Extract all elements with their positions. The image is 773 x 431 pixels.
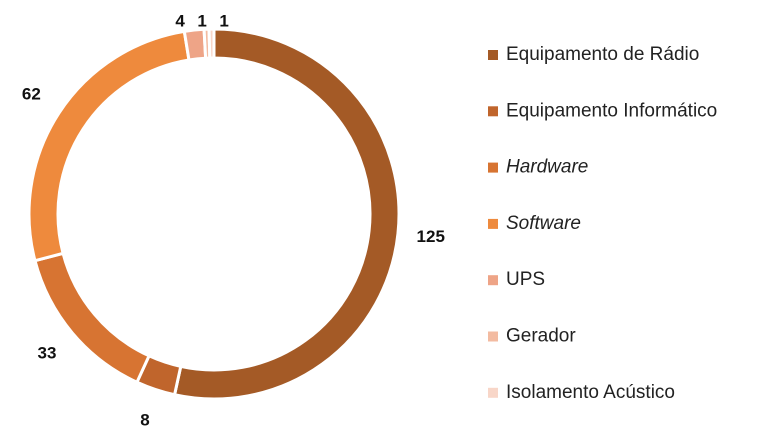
data-label: 4 bbox=[175, 11, 185, 30]
legend-label: Equipamento Informático bbox=[506, 100, 717, 121]
donut-slice bbox=[27, 29, 191, 263]
legend-label: Isolamento Acústico bbox=[506, 382, 675, 403]
legend-swatch bbox=[488, 387, 498, 398]
donut-slice bbox=[207, 27, 216, 60]
legend-swatch bbox=[488, 218, 498, 229]
legend-label: UPS bbox=[506, 269, 545, 290]
legend-label: Equipamento de Rádio bbox=[506, 44, 699, 65]
donut-slice bbox=[182, 27, 208, 62]
legend-swatch bbox=[488, 331, 498, 342]
legend-swatch bbox=[488, 275, 498, 286]
legend-label: Hardware bbox=[506, 157, 588, 178]
legend-swatch bbox=[488, 106, 498, 117]
data-label: 33 bbox=[38, 344, 57, 363]
data-label: 8 bbox=[140, 410, 149, 429]
data-label: 62 bbox=[22, 85, 41, 104]
legend-swatch bbox=[488, 162, 498, 173]
data-label: 1 bbox=[197, 11, 206, 30]
legend-label: Software bbox=[506, 213, 581, 234]
legend-label: Gerador bbox=[506, 326, 576, 347]
donut-slice bbox=[33, 251, 152, 385]
data-label: 125 bbox=[417, 227, 445, 246]
data-label: 1 bbox=[219, 11, 228, 30]
legend-swatch bbox=[488, 50, 498, 60]
donut-slice bbox=[172, 27, 401, 401]
